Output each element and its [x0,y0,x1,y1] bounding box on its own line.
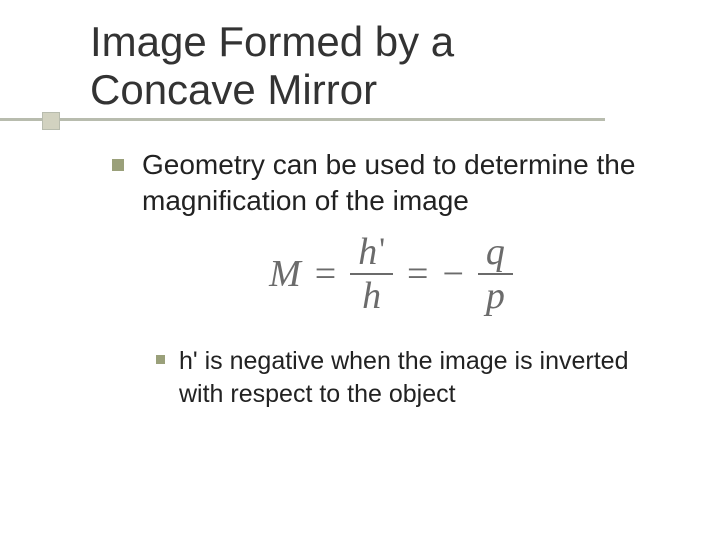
slide-content: Geometry can be used to determine the ma… [0,115,720,411]
bullet-main-text: Geometry can be used to determine the ma… [142,147,670,220]
equals-sign-1: = [315,252,336,296]
frac1-num-prime: ' [379,231,385,267]
slide-title-block: Image Formed by a Concave Mirror [0,0,720,115]
frac1-num-h: h [358,231,377,273]
bullet-marker-icon [156,355,165,364]
slide-title: Image Formed by a Concave Mirror [90,18,720,115]
magnification-formula: M = h' h = − q p [112,231,670,317]
bullet-main: Geometry can be used to determine the ma… [112,147,670,220]
title-accent-square-icon [42,112,60,130]
bullet-sub-text: h' is negative when the image is inverte… [179,345,670,410]
formula-lhs: M [269,252,301,296]
title-line-2: Concave Mirror [90,66,377,113]
bullet-marker-icon [112,159,124,171]
minus-sign: − [442,252,463,296]
fraction-q-over-p: q p [478,231,513,317]
title-line-1: Image Formed by a [90,18,454,65]
fraction-hprime-over-h: h' h [350,231,393,317]
formula-inline: M = h' h = − q p [269,231,513,317]
frac2-numerator: q [478,231,513,273]
frac1-numerator: h' [350,231,393,273]
frac1-denominator: h [354,275,389,317]
frac2-denominator: p [478,275,513,317]
bullet-sub: h' is negative when the image is inverte… [156,345,670,410]
title-underline [0,118,605,121]
equals-sign-2: = [407,252,428,296]
